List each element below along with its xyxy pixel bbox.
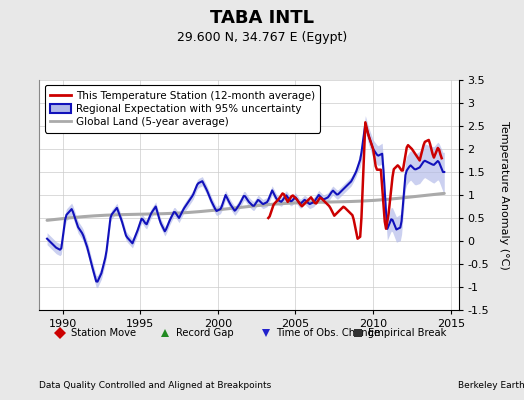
Text: Empirical Break: Empirical Break: [368, 328, 447, 338]
Text: 29.600 N, 34.767 E (Egypt): 29.600 N, 34.767 E (Egypt): [177, 32, 347, 44]
Text: Station Move: Station Move: [71, 328, 136, 338]
Text: Time of Obs. Change: Time of Obs. Change: [276, 328, 380, 338]
Y-axis label: Temperature Anomaly (°C): Temperature Anomaly (°C): [499, 121, 509, 269]
Text: Berkeley Earth: Berkeley Earth: [458, 381, 524, 390]
Text: Record Gap: Record Gap: [176, 328, 233, 338]
Text: Data Quality Controlled and Aligned at Breakpoints: Data Quality Controlled and Aligned at B…: [39, 381, 271, 390]
Text: TABA INTL: TABA INTL: [210, 9, 314, 27]
Legend: This Temperature Station (12-month average), Regional Expectation with 95% uncer: This Temperature Station (12-month avera…: [45, 85, 320, 132]
